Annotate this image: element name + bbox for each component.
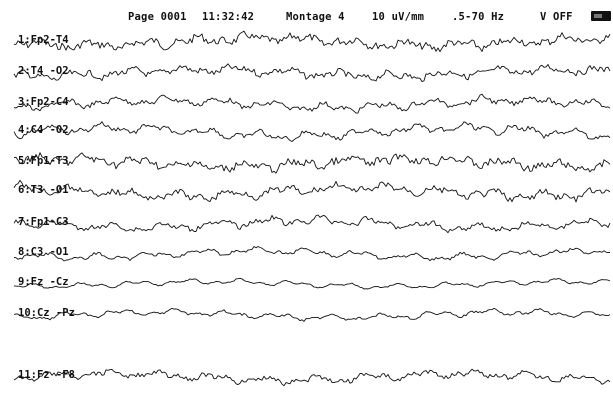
eeg-trace-10 <box>13 307 611 322</box>
channel-label-11: 11:Fz -F8 <box>18 369 75 381</box>
filter-label: .5-70 Hz <box>452 11 505 23</box>
channel-label-3: 3:Fp2-C4 <box>18 96 69 108</box>
eeg-trace-8 <box>13 246 611 262</box>
gain-label: 10 uV/mm <box>372 11 425 23</box>
eeg-trace-4 <box>13 121 611 142</box>
page-number: Page 0001 <box>128 11 187 23</box>
eeg-trace-11 <box>13 368 611 387</box>
channel-label-2: 2:T4 -O2 <box>18 65 69 77</box>
eeg-trace-2 <box>13 63 611 83</box>
channel-label-1: 1:Fp2-T4 <box>18 34 69 46</box>
channel-label-5: 5:Fp1-T3 <box>18 155 69 167</box>
recording-indicator-icon <box>591 11 611 21</box>
eeg-trace-3 <box>13 93 611 114</box>
eeg-trace-7 <box>13 214 611 234</box>
eeg-trace-9 <box>13 277 611 290</box>
timestamp: 11:32:42 <box>202 11 255 23</box>
eeg-trace-6 <box>13 179 611 203</box>
channel-label-7: 7:Fp1-C3 <box>18 216 69 228</box>
channel-label-10: 10:Cz -Pz <box>18 307 75 319</box>
channel-label-4: 4:C4 -O2 <box>18 124 69 136</box>
montage-label: Montage 4 <box>286 11 345 23</box>
eeg-trace-5 <box>13 152 611 174</box>
channel-label-9: 9:Fz -Cz <box>18 276 69 288</box>
calibration-status: V OFF <box>540 11 573 23</box>
eeg-trace-1 <box>14 30 611 53</box>
channel-label-6: 6:T3 -O1 <box>18 184 69 196</box>
channel-label-8: 8:C3 -O1 <box>18 246 69 258</box>
